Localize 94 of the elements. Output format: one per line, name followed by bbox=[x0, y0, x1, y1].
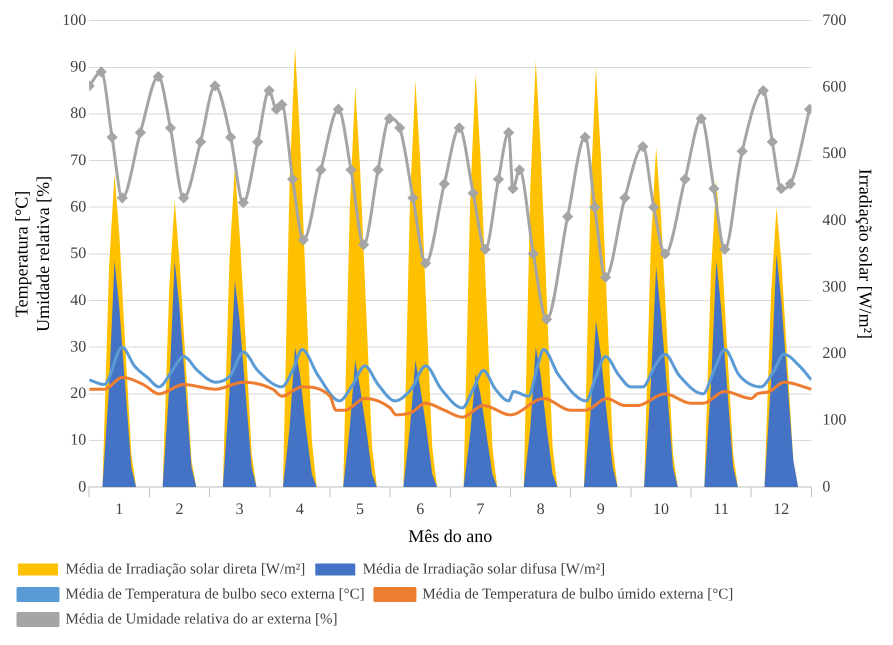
point bbox=[358, 240, 369, 250]
point bbox=[480, 244, 490, 254]
x-tick-label: 4 bbox=[296, 501, 304, 518]
point bbox=[288, 174, 298, 184]
point bbox=[528, 248, 538, 259]
point bbox=[346, 164, 356, 175]
y-axis-title: Temperatura [°C] Umidade relativa [%] bbox=[12, 176, 54, 332]
x-tick-label: 9 bbox=[596, 501, 605, 518]
legend-label: Média de Umidade relativa do ar externa [%] bbox=[66, 611, 338, 628]
x-tick-label: 1 bbox=[115, 501, 124, 518]
point bbox=[720, 244, 730, 254]
point bbox=[420, 258, 431, 268]
y-tick-label: 60 bbox=[70, 198, 86, 216]
x-tick-label: 5 bbox=[356, 501, 364, 518]
point bbox=[638, 142, 648, 152]
x-tick-label: 10 bbox=[652, 501, 669, 518]
point bbox=[508, 184, 518, 194]
point bbox=[210, 80, 220, 91]
y-tick-label: 10 bbox=[70, 432, 86, 449]
y-tick-label: 100 bbox=[62, 12, 86, 29]
x-tick-label: 6 bbox=[416, 501, 424, 518]
line-series bbox=[89, 346, 812, 410]
x-tick-label: 3 bbox=[236, 501, 244, 518]
point bbox=[468, 188, 478, 198]
y2-tick-label: 0 bbox=[822, 478, 830, 496]
point bbox=[454, 122, 464, 133]
x-tick-label: 12 bbox=[773, 501, 790, 518]
point bbox=[96, 66, 106, 77]
y-tick-label: 30 bbox=[70, 338, 86, 356]
point bbox=[590, 202, 600, 212]
y2-axis-title: Irradiação solar [W/m²] bbox=[855, 168, 876, 340]
y2-tick-label: 700 bbox=[822, 12, 846, 29]
y2-tick-label: 600 bbox=[822, 78, 846, 96]
x-axis-title: Mês do ano bbox=[408, 526, 492, 546]
point bbox=[196, 136, 206, 147]
point bbox=[373, 164, 384, 175]
point bbox=[226, 132, 236, 142]
x-tick-label: 2 bbox=[175, 501, 184, 518]
point bbox=[165, 122, 176, 133]
legend-label: Média de Irradiação solar direta [W/m²] bbox=[66, 561, 306, 578]
point bbox=[276, 100, 287, 110]
point bbox=[264, 86, 274, 96]
point bbox=[708, 184, 719, 194]
y-tick-label: 50 bbox=[70, 245, 86, 262]
x-tick-label: 7 bbox=[476, 501, 484, 518]
x-tick-label: 8 bbox=[536, 501, 545, 518]
point bbox=[107, 132, 118, 142]
point bbox=[514, 164, 525, 175]
point bbox=[271, 104, 282, 114]
point bbox=[580, 132, 590, 142]
point bbox=[333, 104, 344, 114]
point bbox=[620, 192, 630, 203]
point bbox=[384, 114, 395, 124]
point bbox=[298, 234, 308, 245]
point bbox=[785, 178, 796, 189]
y-tick-label: 0 bbox=[78, 478, 86, 496]
point bbox=[542, 314, 552, 324]
y-tick-label: 20 bbox=[70, 385, 86, 402]
legend-label: Média de Irradiação solar difusa [W/m²] bbox=[362, 561, 606, 578]
y-tick-label: 40 bbox=[70, 292, 86, 309]
point bbox=[600, 272, 611, 282]
y-tick-label: 70 bbox=[70, 152, 86, 169]
y2-tick-label: 300 bbox=[822, 278, 846, 296]
x-tick-label: 11 bbox=[713, 501, 729, 518]
point bbox=[696, 114, 706, 124]
point bbox=[439, 178, 450, 189]
point bbox=[767, 136, 778, 147]
point bbox=[153, 72, 164, 82]
point bbox=[178, 192, 189, 203]
point bbox=[660, 248, 670, 259]
y-tick-label: 80 bbox=[70, 105, 86, 122]
point bbox=[776, 184, 786, 194]
point bbox=[758, 86, 768, 96]
point bbox=[316, 164, 326, 175]
point bbox=[135, 128, 146, 138]
line-series bbox=[89, 376, 812, 419]
point bbox=[648, 202, 659, 212]
point bbox=[504, 128, 514, 138]
y2-tick-label: 100 bbox=[822, 412, 846, 429]
legend-label: Média de Temperatura de bulbo seco externa [°C] bbox=[66, 586, 365, 602]
legend-label: Média de Temperatura de bulbo úmido externa [°C] bbox=[422, 586, 734, 602]
point bbox=[737, 146, 748, 156]
point bbox=[408, 192, 418, 203]
point bbox=[680, 174, 690, 184]
point bbox=[493, 174, 504, 184]
point bbox=[117, 192, 128, 203]
point bbox=[252, 136, 263, 147]
y-tick-label: 90 bbox=[70, 58, 86, 76]
y2-tick-label: 200 bbox=[822, 345, 846, 362]
point bbox=[394, 122, 405, 133]
point bbox=[238, 198, 248, 208]
y2-tick-label: 400 bbox=[822, 212, 846, 229]
y2-tick-label: 500 bbox=[822, 145, 846, 162]
point bbox=[562, 212, 573, 222]
